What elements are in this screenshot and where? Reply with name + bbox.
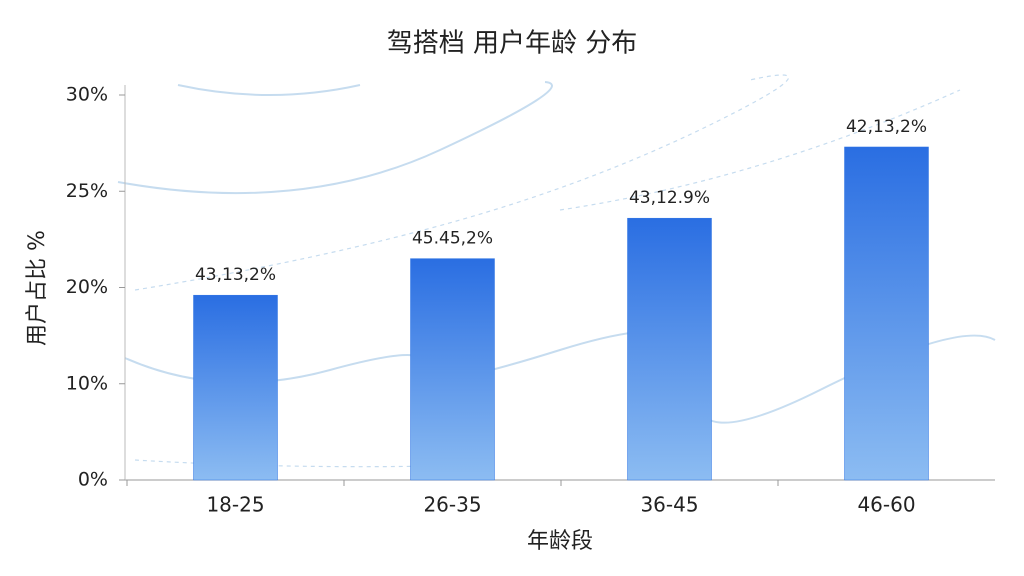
bar-annotation: 43,13,2% <box>195 265 276 285</box>
chart-title: 驾搭档 用户年龄 分布 <box>387 29 638 59</box>
x-tick-label: 18-25 <box>206 493 264 517</box>
y-tick-label: 25% <box>66 180 108 202</box>
y-tick-label: 0% <box>78 469 108 491</box>
bar <box>627 217 712 481</box>
x-tick-label: 26-35 <box>423 493 481 517</box>
bar <box>844 146 929 481</box>
y-tick-label: 10% <box>66 372 108 394</box>
bar-annotation: 45.45,2% <box>412 229 493 249</box>
x-axis-label: 年龄段 <box>527 529 593 554</box>
bar <box>410 258 495 481</box>
y-tick-label: 30% <box>66 84 108 106</box>
x-tick-label: 46-60 <box>857 493 915 517</box>
bar <box>193 294 278 481</box>
x-tick-label: 36-45 <box>640 493 698 517</box>
y-axis-label: 用户占比 % <box>25 230 50 346</box>
bar-annotation: 43,12.9% <box>629 188 710 208</box>
bar-annotation: 42,13,2% <box>846 117 927 137</box>
y-tick-label: 20% <box>66 276 108 298</box>
